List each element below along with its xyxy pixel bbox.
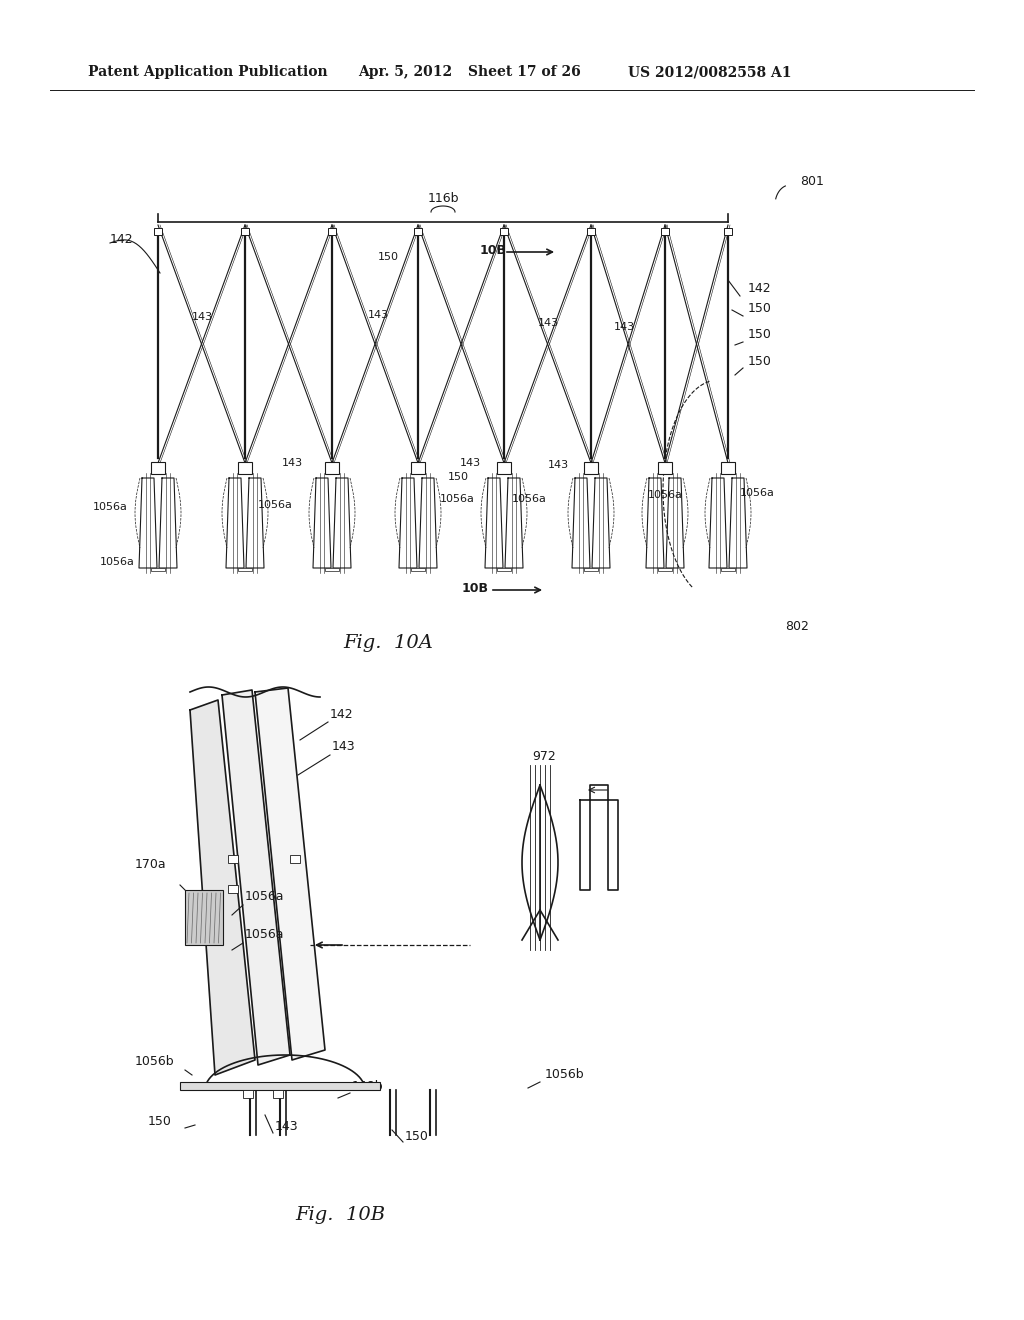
Text: 142: 142	[330, 708, 353, 721]
Bar	[290, 855, 300, 863]
Bar	[325, 568, 339, 572]
Text: 148b: 148b	[352, 1080, 384, 1093]
Bar	[151, 568, 165, 572]
Text: 142: 142	[748, 282, 772, 294]
Bar	[151, 462, 165, 474]
Bar	[185, 890, 223, 945]
Text: Fig.  10B: Fig. 10B	[295, 1206, 385, 1224]
Bar	[411, 568, 425, 572]
Text: 143: 143	[332, 741, 355, 752]
Text: 150: 150	[406, 1130, 429, 1143]
Text: 1056a: 1056a	[440, 494, 475, 504]
Polygon shape	[190, 700, 255, 1074]
Bar	[721, 462, 735, 474]
Bar	[238, 462, 252, 474]
Bar	[584, 462, 598, 474]
Text: 116b: 116b	[427, 191, 459, 205]
Bar	[724, 228, 732, 235]
Text: 150: 150	[378, 252, 399, 261]
Text: 150: 150	[449, 473, 469, 482]
Text: 10B: 10B	[462, 582, 489, 594]
Text: 143: 143	[538, 318, 559, 327]
Bar	[662, 228, 669, 235]
Text: 1056a: 1056a	[100, 557, 135, 568]
Text: 1056a: 1056a	[648, 490, 683, 500]
Text: 143: 143	[548, 459, 569, 470]
Bar	[243, 1090, 253, 1098]
Text: 1056b: 1056b	[135, 1055, 175, 1068]
Text: 143: 143	[275, 1119, 299, 1133]
Bar	[497, 568, 511, 572]
Text: 150: 150	[748, 355, 772, 368]
Text: 150: 150	[748, 327, 772, 341]
Text: 143: 143	[193, 312, 213, 322]
Text: 143: 143	[614, 322, 635, 333]
Bar	[241, 228, 249, 235]
Text: 150: 150	[148, 1115, 172, 1129]
Bar	[328, 228, 336, 235]
Polygon shape	[222, 690, 290, 1065]
Text: 1056a: 1056a	[512, 494, 547, 504]
Bar	[658, 568, 672, 572]
Bar	[180, 1082, 380, 1090]
Bar	[497, 462, 511, 474]
Bar	[154, 228, 162, 235]
Bar	[273, 1090, 283, 1098]
Text: 1056a: 1056a	[258, 500, 293, 510]
Text: 801: 801	[800, 176, 824, 187]
Bar	[411, 462, 425, 474]
Text: 143: 143	[460, 458, 481, 469]
Text: US 2012/0082558 A1: US 2012/0082558 A1	[628, 65, 792, 79]
Text: 142: 142	[110, 234, 133, 246]
Polygon shape	[255, 688, 325, 1060]
Text: 10B: 10B	[480, 243, 507, 256]
Bar	[658, 462, 672, 474]
Bar	[587, 228, 595, 235]
Text: 1056a: 1056a	[245, 890, 285, 903]
Bar	[500, 228, 508, 235]
Bar	[238, 568, 252, 572]
Text: Patent Application Publication: Patent Application Publication	[88, 65, 328, 79]
Text: 972: 972	[532, 750, 556, 763]
Text: 150: 150	[748, 302, 772, 315]
Text: 802: 802	[785, 620, 809, 634]
Bar	[325, 462, 339, 474]
Bar	[228, 884, 238, 894]
Text: 1056a: 1056a	[93, 502, 128, 512]
Text: 1056a: 1056a	[740, 488, 775, 498]
Text: Fig.  10A: Fig. 10A	[343, 634, 433, 652]
Text: 170a: 170a	[135, 858, 167, 871]
Text: 1056a: 1056a	[245, 928, 285, 941]
Text: 1056b: 1056b	[545, 1068, 585, 1081]
Bar	[414, 228, 422, 235]
Text: Apr. 5, 2012: Apr. 5, 2012	[358, 65, 453, 79]
Text: Sheet 17 of 26: Sheet 17 of 26	[468, 65, 581, 79]
Text: 143: 143	[282, 458, 303, 469]
Bar	[228, 855, 238, 863]
Bar	[721, 568, 735, 572]
Text: 143: 143	[368, 310, 389, 319]
Bar	[584, 568, 598, 572]
